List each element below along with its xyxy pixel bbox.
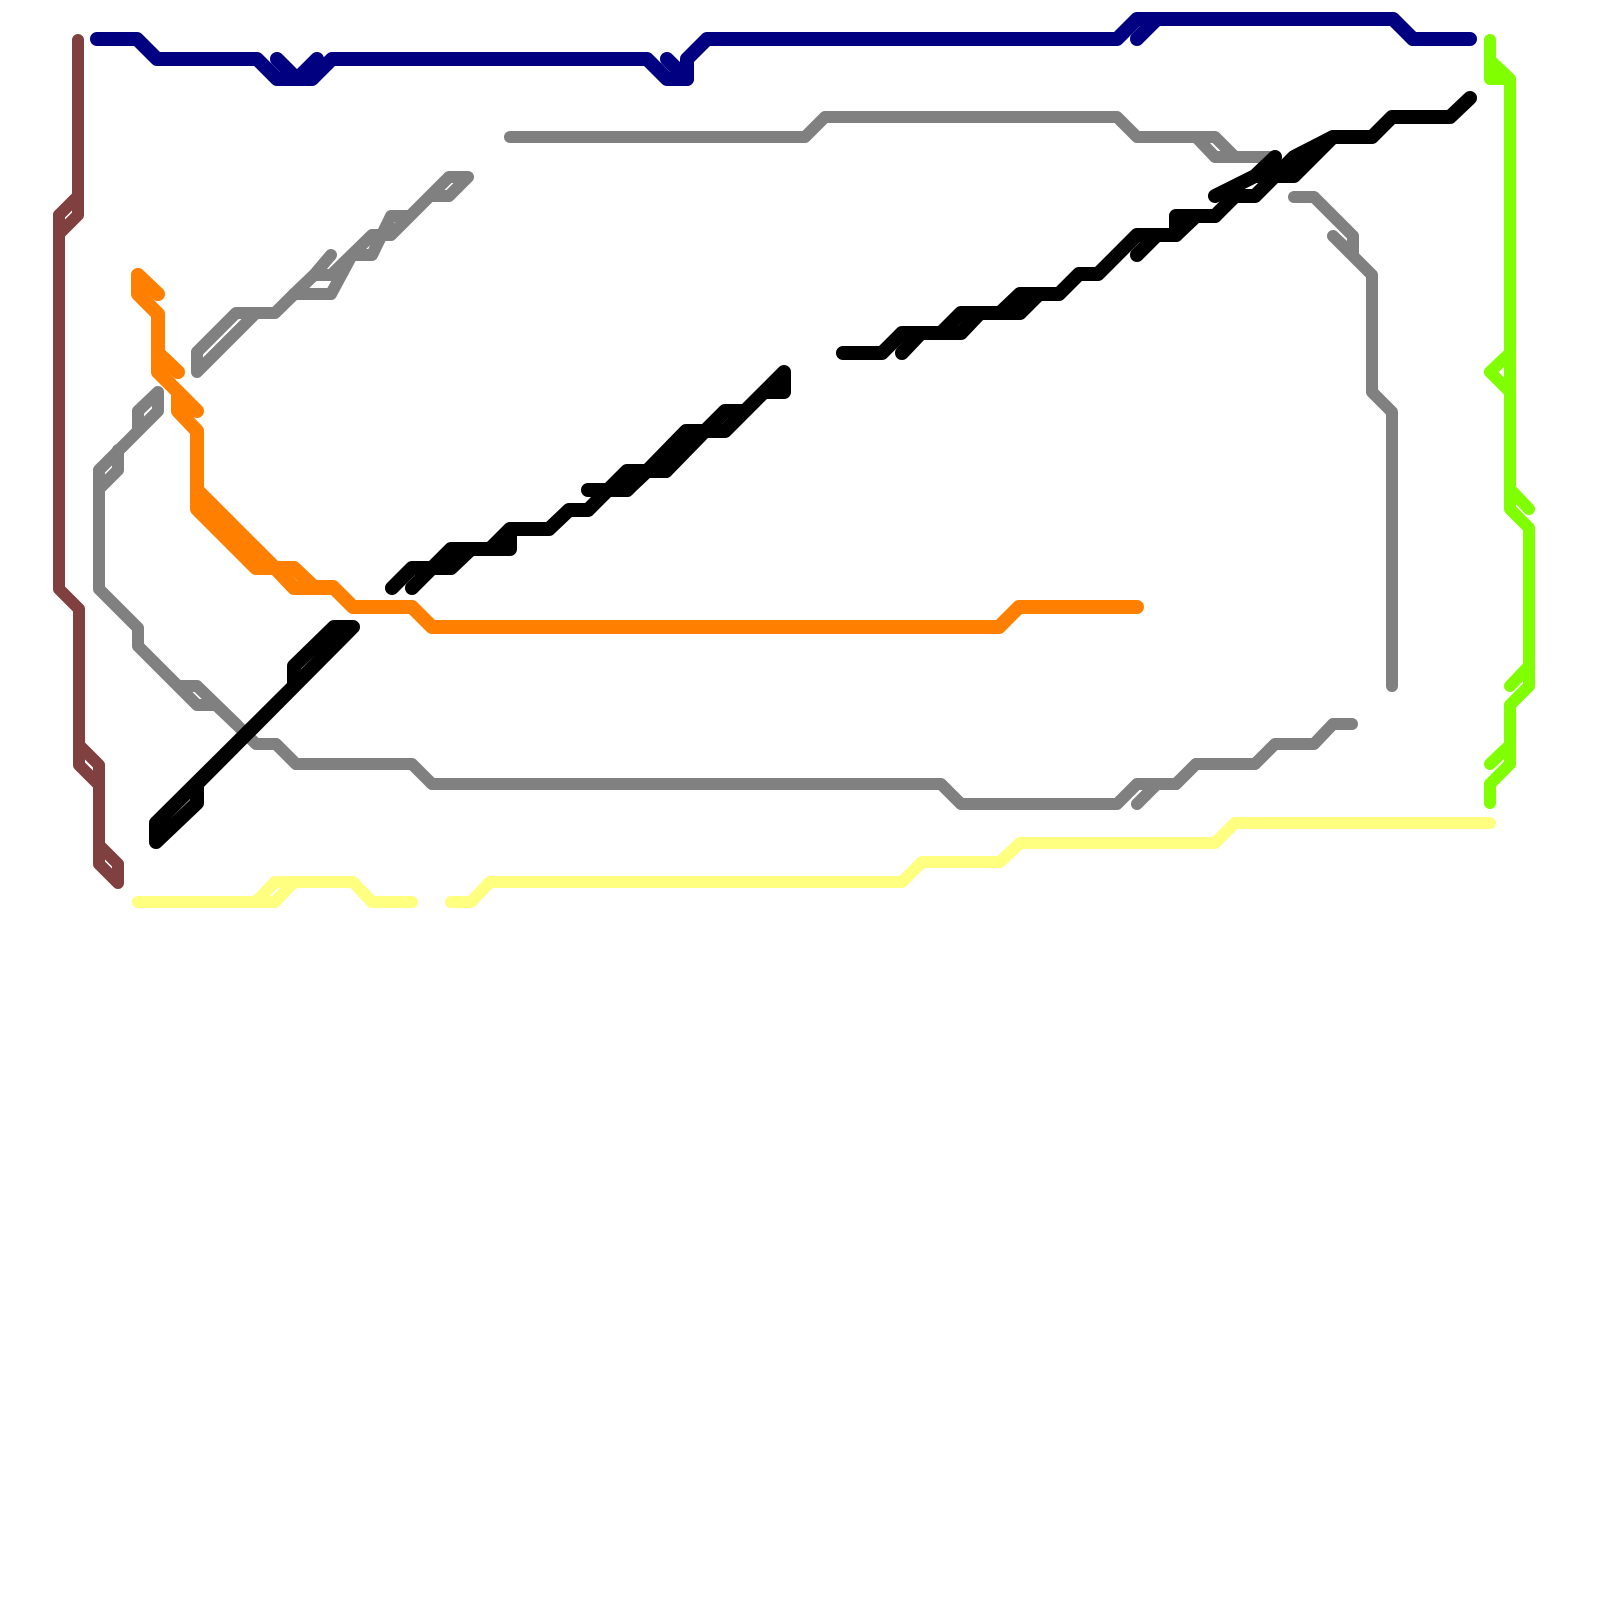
line-black-segment-1	[385, 365, 791, 595]
line-black	[149, 91, 1477, 849]
line-lime-segment-1	[1484, 54, 1516, 85]
line-gray-segment-10	[288, 249, 337, 300]
line-navy-segment-2	[1130, 12, 1164, 46]
line-lime-segment-6	[1504, 483, 1535, 515]
line-black-segment-3	[620, 464, 673, 497]
line-gray-segment-8	[191, 171, 474, 378]
line-navy-segment-1	[270, 52, 324, 86]
line-black-segment-8	[1208, 130, 1340, 203]
line-brown-segment-2	[53, 209, 124, 889]
line-black-segment-2	[405, 522, 517, 595]
line-yellow-segment-1	[250, 876, 300, 908]
line-lime	[1484, 34, 1535, 809]
line-orange-segment-2	[151, 346, 185, 379]
line-black-segment-5	[895, 287, 1046, 360]
line-navy-segment-4	[1386, 12, 1420, 46]
line-lime-segment-5	[1484, 366, 1516, 398]
line-gray-segment-0	[504, 111, 1276, 163]
line-orange-segment-1	[131, 268, 165, 301]
line-gray-segment-6	[1131, 778, 1163, 810]
line-black-segment-6	[1130, 228, 1164, 262]
line-gray-segment-9	[270, 738, 302, 770]
line-gray-segment-5	[172, 680, 242, 730]
line-gray-segment-1	[1190, 131, 1241, 163]
line-gray-segment-4	[93, 444, 124, 495]
line-navy-segment-3	[660, 52, 694, 86]
line-gray-segment-2	[1288, 191, 1398, 692]
line-orange	[131, 268, 1144, 634]
line-black-segment-9	[1248, 150, 1282, 183]
line-orange-segment-3	[171, 385, 204, 418]
line-black-segment-7	[1169, 209, 1222, 242]
line-lime-segment-3	[1504, 660, 1535, 692]
line-navy	[90, 12, 1477, 86]
line-brown	[53, 34, 124, 889]
line-orange-segment-4	[190, 483, 340, 595]
line-lime-segment-0	[1484, 34, 1535, 809]
line-black-segment-0	[149, 620, 360, 849]
line-gray-segment-7	[1170, 758, 1221, 790]
line-brown-segment-0	[53, 34, 84, 240]
line-lime-segment-2	[1484, 739, 1516, 770]
line-yellow	[132, 817, 1496, 908]
line-navy-segment-0	[90, 12, 1477, 86]
line-yellow-segment-2	[445, 817, 1496, 908]
line-gray-segment-3	[93, 386, 1358, 810]
line-gray	[93, 111, 1398, 810]
